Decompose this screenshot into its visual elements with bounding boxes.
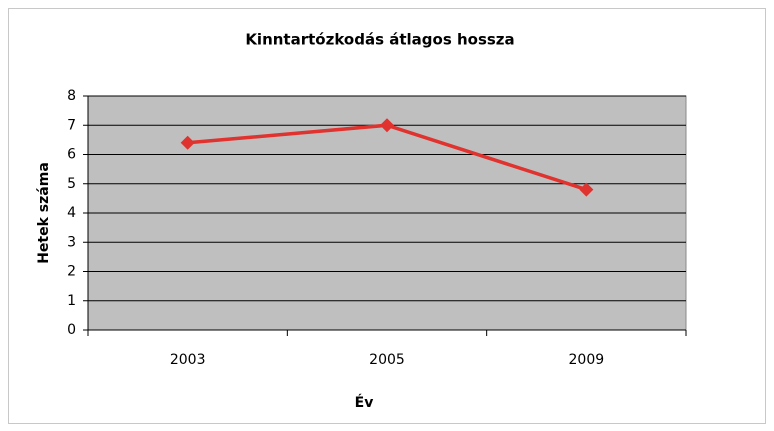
y-axis-label: Hetek száma bbox=[36, 162, 52, 264]
y-tick-label: 7 bbox=[67, 117, 76, 133]
marker bbox=[380, 118, 394, 133]
y-tick-label: 3 bbox=[67, 234, 76, 250]
y-tick-label: 5 bbox=[67, 176, 76, 192]
x-tick-label: 2003 bbox=[170, 352, 206, 368]
marker bbox=[579, 182, 594, 197]
y-tick-label: 2 bbox=[67, 264, 76, 280]
y-tick-label: 8 bbox=[67, 88, 76, 104]
chart-title: Kinntartózkodás átlagos hossza bbox=[245, 31, 514, 49]
y-tick-label: 6 bbox=[67, 147, 76, 163]
marker bbox=[180, 135, 195, 150]
y-tick-label: 4 bbox=[67, 205, 76, 221]
x-axis-label: Év bbox=[355, 394, 374, 411]
y-tick-label: 1 bbox=[67, 293, 76, 309]
x-tick-label: 2005 bbox=[369, 352, 405, 368]
y-tick-label: 0 bbox=[67, 322, 76, 338]
x-tick-label: 2009 bbox=[569, 352, 605, 368]
